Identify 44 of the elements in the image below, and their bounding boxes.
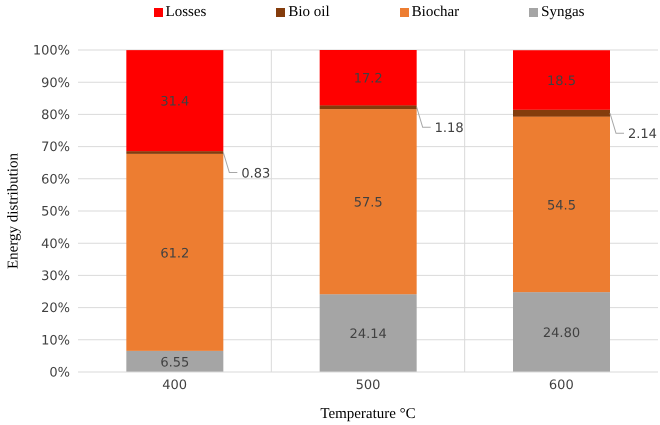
legend-label: Losses: [166, 4, 206, 21]
data-label: 61.2: [160, 246, 190, 262]
bar: [513, 292, 610, 372]
bar: [126, 154, 224, 351]
bar: [320, 109, 417, 294]
x-tick-label: 400: [162, 378, 188, 394]
bar: [513, 110, 610, 117]
bar: [126, 50, 224, 152]
data-label: 18.5: [547, 74, 576, 89]
bar: [126, 151, 224, 154]
data-label: 1.18: [434, 121, 464, 136]
legend-label: Syngas: [541, 4, 584, 21]
bar: [320, 294, 417, 372]
legend-label: Biochar: [412, 4, 460, 21]
data-label: 17.2: [354, 72, 383, 87]
x-tick-label: 500: [356, 378, 380, 394]
y-tick-label: 80%: [41, 108, 70, 124]
data-label: 6.55: [160, 355, 190, 370]
y-axis-title: Energy distribution: [5, 152, 22, 269]
bar: [513, 116, 610, 292]
y-tick-label: 100%: [32, 44, 70, 59]
legend-label: Bio oil: [288, 4, 330, 21]
bar: [126, 350, 224, 372]
bar: [320, 105, 417, 110]
bar: [513, 50, 610, 110]
x-axis-title: Temperature °C: [320, 406, 416, 422]
data-label: 57.5: [354, 196, 383, 211]
y-tick-label: 40%: [41, 236, 70, 252]
bar: [320, 50, 417, 106]
y-tick-label: 20%: [41, 301, 70, 316]
data-label: 24.80: [542, 326, 580, 342]
data-label: 31.4: [160, 94, 190, 110]
data-label: 54.5: [547, 198, 576, 214]
y-tick-label: 30%: [41, 269, 70, 284]
x-tick-label: 600: [548, 378, 574, 394]
y-tick-label: 60%: [41, 172, 70, 188]
data-label: 2.14: [628, 127, 657, 142]
y-tick-label: 90%: [41, 76, 70, 91]
y-tick-label: 70%: [41, 140, 70, 156]
y-tick-label: 50%: [41, 204, 70, 220]
y-tick-label: 10%: [41, 333, 70, 348]
y-tick-label: 0%: [49, 366, 70, 381]
data-label: 24.14: [350, 327, 387, 342]
data-label: 0.83: [241, 166, 270, 182]
